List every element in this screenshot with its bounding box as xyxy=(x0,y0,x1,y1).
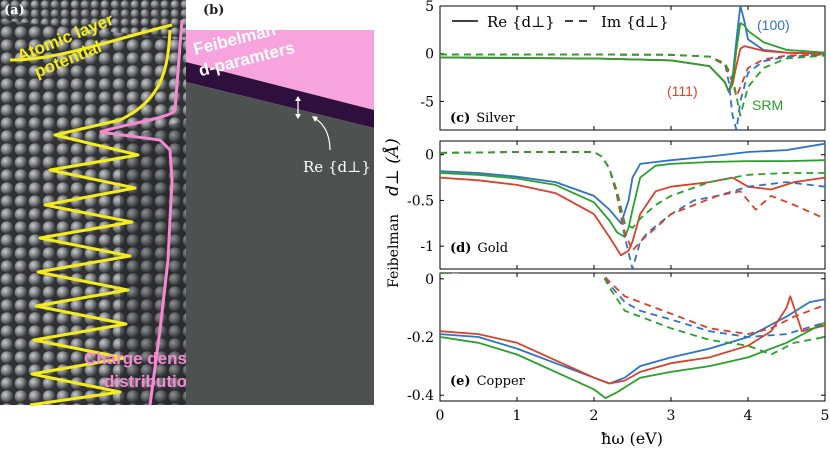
ytick-label-copper-1: -0.2 xyxy=(407,330,434,346)
legend-im: Im {d⊥} xyxy=(601,13,669,31)
xtick-label-2: 2 xyxy=(590,408,599,424)
bulk-region xyxy=(186,82,374,405)
xtick-label-5: 5 xyxy=(821,408,830,424)
label-111: (111) xyxy=(667,83,698,99)
series-copper-3 xyxy=(440,273,825,338)
re-d-label: Re {d⊥} xyxy=(303,158,371,176)
lines-copper xyxy=(440,273,825,399)
series-copper-2 xyxy=(440,321,825,399)
panel-b-label: (b) xyxy=(203,3,224,18)
panel-a-label: (a) xyxy=(4,3,25,18)
xtick-label-0: 0 xyxy=(436,408,445,424)
ytick-label-gold-2: -1 xyxy=(420,239,434,255)
series-silver-4 xyxy=(440,53,825,98)
panel-b: (b) Feibelman d-paramters Re {d⊥} xyxy=(186,0,374,405)
series-silver-2 xyxy=(440,22,825,93)
chart-area: 50-50-0.5-10-0.2-0.40 1 2 3 4 5 Re {d⊥} Im {d… xyxy=(382,0,829,448)
series-silver-1 xyxy=(440,45,825,93)
charge-density-curve xyxy=(99,19,184,406)
feibelman-pink-region xyxy=(186,30,374,110)
y-axis-symbol: d⊥ (Å) xyxy=(382,138,403,196)
series-copper-5 xyxy=(440,273,825,356)
ytick-label-copper-0: 0 xyxy=(425,272,434,288)
xtick-label-1: 1 xyxy=(513,408,522,424)
d-parameter-band xyxy=(186,62,374,128)
panel-e-tag: (e) Copper xyxy=(450,374,526,389)
lines-gold xyxy=(440,142,825,269)
lines-silver xyxy=(440,6,825,130)
tick-group: 50-50-0.5-10-0.2-0.40 1 2 3 4 5 xyxy=(407,0,829,424)
charge-density-label-1: Charge density xyxy=(84,349,207,368)
series-silver-5 xyxy=(440,53,825,117)
ytick-label-silver-2: -5 xyxy=(420,94,434,110)
y-axis-word: Feibelman xyxy=(386,214,402,288)
lattice-top-face xyxy=(0,0,186,40)
label-100: (100) xyxy=(757,17,790,33)
axes-c xyxy=(439,5,826,131)
xtick-label-4: 4 xyxy=(744,408,753,424)
x-axis-label: ħω (eV) xyxy=(601,429,663,448)
legend-re: Re {d⊥} xyxy=(487,13,555,31)
series-gold-4 xyxy=(440,151,825,252)
series-gold-5 xyxy=(440,151,825,229)
ytick-label-copper-2: -0.4 xyxy=(407,388,434,404)
atomic-lattice-image xyxy=(0,0,186,405)
potential-curve-top xyxy=(9,23,173,62)
potential-curve xyxy=(29,29,172,407)
xtick-label-3: 3 xyxy=(667,408,676,424)
panel-a: (a) Atomic layer potential Charge densit… xyxy=(0,0,207,407)
series-gold-2 xyxy=(440,159,825,238)
ytick-label-gold-1: -0.5 xyxy=(407,193,434,209)
lattice-shadow xyxy=(120,120,186,405)
label-srm: SRM xyxy=(752,97,783,113)
series-copper-0 xyxy=(440,298,825,385)
panel-c-tag: (c) Silver xyxy=(450,111,515,126)
series-gold-1 xyxy=(440,176,825,257)
charge-density-label-2: distribution xyxy=(104,372,197,391)
ytick-label-silver-0: 5 xyxy=(425,0,434,15)
ytick-label-gold-0: 0 xyxy=(425,148,434,164)
series-gold-0 xyxy=(440,142,825,225)
ytick-label-silver-1: 0 xyxy=(425,47,434,63)
series-copper-1 xyxy=(440,295,825,385)
panel-d-tag: (d) Gold xyxy=(450,241,508,256)
series-copper-4 xyxy=(440,273,825,335)
